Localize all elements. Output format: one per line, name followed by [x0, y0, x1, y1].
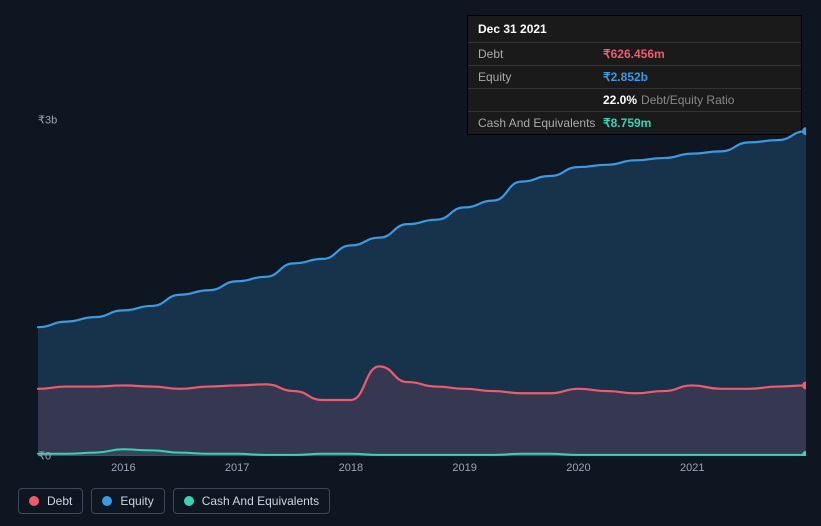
- chart-tooltip: Dec 31 2021 Debt₹626.456mEquity₹2.852b22…: [467, 15, 802, 135]
- tooltip-row: Equity₹2.852b: [468, 66, 801, 89]
- tooltip-row-label: [478, 93, 603, 107]
- tooltip-row-label: Debt: [478, 47, 603, 61]
- legend-item-label: Cash And Equivalents: [202, 494, 319, 508]
- legend-item[interactable]: Debt: [18, 488, 83, 514]
- tooltip-row-label: Equity: [478, 70, 603, 84]
- legend-item[interactable]: Cash And Equivalents: [173, 488, 330, 514]
- tooltip-row: Debt₹626.456m: [468, 43, 801, 66]
- x-axis-label: 2021: [680, 456, 704, 474]
- y-axis-label: ₹0: [38, 450, 42, 463]
- plot-area: ₹0₹3b201620172018201920202021: [18, 120, 806, 476]
- x-axis-label: 2019: [452, 456, 476, 474]
- legend-item-label: Equity: [120, 494, 153, 508]
- legend-item-label: Debt: [47, 494, 72, 508]
- x-axis-label: 2017: [225, 456, 249, 474]
- tooltip-row-suffix: Debt/Equity Ratio: [641, 93, 734, 107]
- legend: Debt Equity Cash And Equivalents: [18, 488, 330, 514]
- x-axis-label: 2016: [111, 456, 135, 474]
- tooltip-row-value: ₹2.852b: [603, 70, 648, 84]
- tooltip-row-value: ₹626.456m: [603, 47, 665, 61]
- x-axis-label: 2020: [566, 456, 590, 474]
- legend-dot-icon: [184, 496, 194, 506]
- y-axis-label: ₹3b: [38, 114, 42, 127]
- tooltip-row: 22.0%Debt/Equity Ratio: [468, 89, 801, 112]
- legend-item[interactable]: Equity: [91, 488, 164, 514]
- tooltip-row-value: 22.0%Debt/Equity Ratio: [603, 93, 734, 107]
- legend-dot-icon: [102, 496, 112, 506]
- chart-area: ₹0₹3b201620172018201920202021: [18, 120, 806, 476]
- x-axis-label: 2018: [339, 456, 363, 474]
- legend-dot-icon: [29, 496, 39, 506]
- chart-svg: [18, 120, 806, 456]
- tooltip-date: Dec 31 2021: [468, 16, 801, 43]
